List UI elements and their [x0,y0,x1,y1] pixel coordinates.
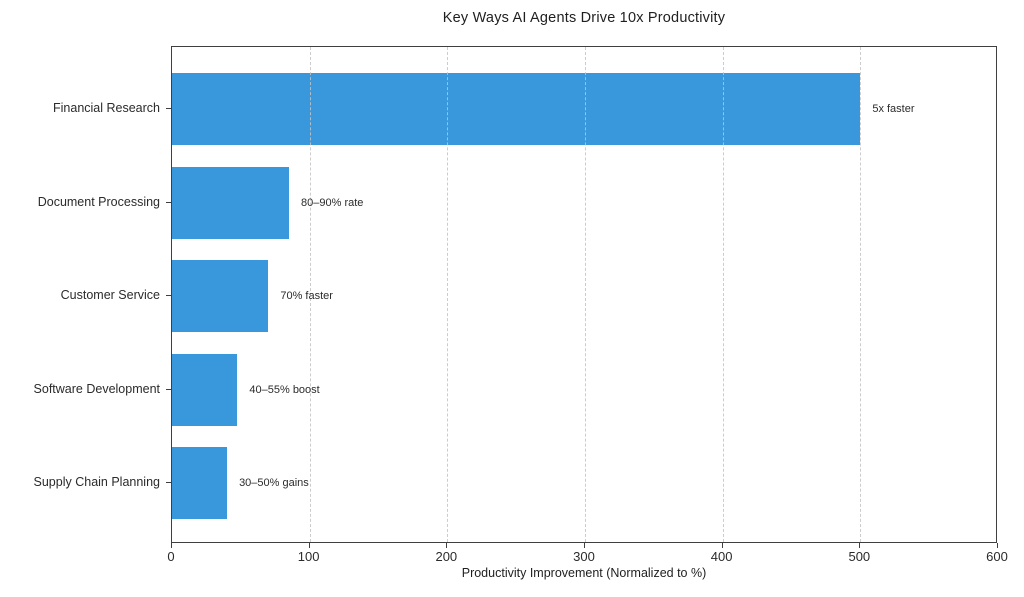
y-tick-mark-0 [166,108,171,109]
y-tick-label-1: Document Processing [37,194,160,209]
gridline-x-100 [309,47,311,542]
gridline-x-400 [722,47,724,542]
gridline-x-500 [860,47,862,542]
bar-annotation-1: 80–90% rate [301,196,364,209]
x-tick-mark-300 [584,543,585,548]
x-tick-label-600: 600 [986,549,1008,564]
bar-annotation-4: 30–50% gains [239,477,309,489]
chart-title: Key Ways AI Agents Drive 10x Productivit… [442,10,726,26]
x-tick-label-300: 300 [573,549,595,564]
x-tick-label-200: 200 [435,549,458,564]
y-tick-label-2: Customer Service [60,288,160,302]
x-tick-mark-200 [446,543,448,548]
x-tick-label-100: 100 [297,549,320,564]
bar-annotation-0: 5x faster [872,103,915,115]
x-tick-label-0: 0 [167,549,175,564]
x-tick-mark-400 [721,543,723,548]
x-tick-mark-0 [171,543,172,548]
x-tick-label-400: 400 [710,549,733,564]
x-axis-label: Productivity Improvement (Normalized to … [461,566,707,580]
y-tick-mark-4 [166,482,171,483]
bar-1 [172,166,290,239]
bar-2 [172,260,269,332]
bar-3 [172,353,238,426]
bar-0 [172,73,861,145]
bar-4 [172,447,228,519]
y-tick-label-0: Financial Research [53,101,160,115]
y-tick-label-3: Software Development [33,381,160,396]
x-tick-mark-100 [308,543,310,548]
y-tick-mark-2 [166,295,171,296]
gridline-x-300 [585,47,586,542]
y-tick-label-4: Supply Chain Planning [33,475,160,489]
x-tick-mark-600 [997,543,998,548]
x-tick-mark-500 [859,543,861,548]
x-tick-label-500: 500 [848,549,871,564]
y-tick-mark-3 [166,388,171,390]
y-tick-mark-1 [166,201,171,203]
bar-annotation-2: 70% faster [280,290,333,302]
gridline-x-200 [447,47,449,542]
plot-area: 5x faster 80–90% rate 70% faster 40–55% boo… [171,46,997,543]
bar-annotation-3: 40–55% boost [249,383,320,396]
